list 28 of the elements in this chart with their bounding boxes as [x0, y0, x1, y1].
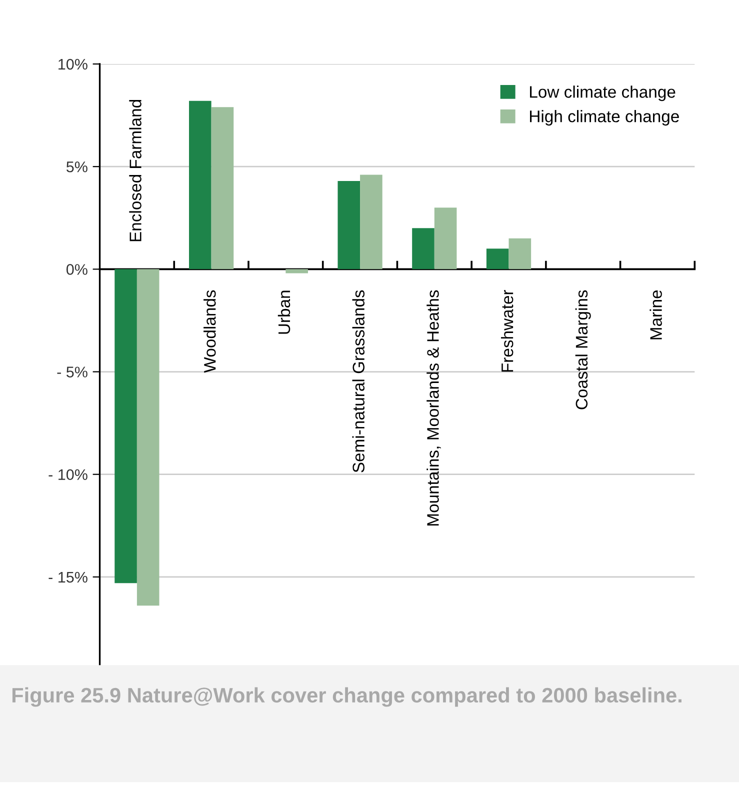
legend-label: High climate change	[530, 110, 679, 126]
y-tick-label: 0%	[66, 264, 88, 275]
bar	[434, 208, 457, 270]
bar	[286, 269, 308, 274]
x-tick-label: Freshwater	[500, 290, 514, 372]
x-tick-label: Coastal Margins	[575, 290, 591, 410]
bar	[114, 269, 137, 584]
bar	[211, 107, 234, 270]
bar	[360, 174, 382, 270]
bar	[486, 248, 509, 270]
bar	[189, 100, 212, 270]
x-tick-label: Urban	[278, 290, 290, 334]
bar	[136, 269, 160, 606]
y-tick-label: 10%	[58, 58, 88, 70]
bar	[508, 238, 532, 270]
y-tick-label: - 15%	[48, 572, 88, 583]
x-tick-label: Woodlands	[204, 290, 216, 373]
x-tick-label: Enclosed Farmland	[129, 100, 142, 242]
x-tick-label: Mountains, Moorlands & Heaths	[426, 290, 441, 526]
x-tick-label: Marine	[650, 290, 662, 340]
caption: Figure 25.9 Nature@Work cover change compared to 2000 baseline.	[12, 687, 682, 707]
x-tick-label: Semi-natural Grasslands	[352, 290, 365, 472]
y-tick-label: 5%	[66, 162, 88, 172]
bar	[412, 228, 434, 270]
legend-label: Low climate change	[530, 86, 676, 102]
y-tick-label: - 5%	[57, 366, 88, 378]
bar	[338, 180, 360, 270]
y-tick-label: - 10%	[48, 469, 88, 480]
